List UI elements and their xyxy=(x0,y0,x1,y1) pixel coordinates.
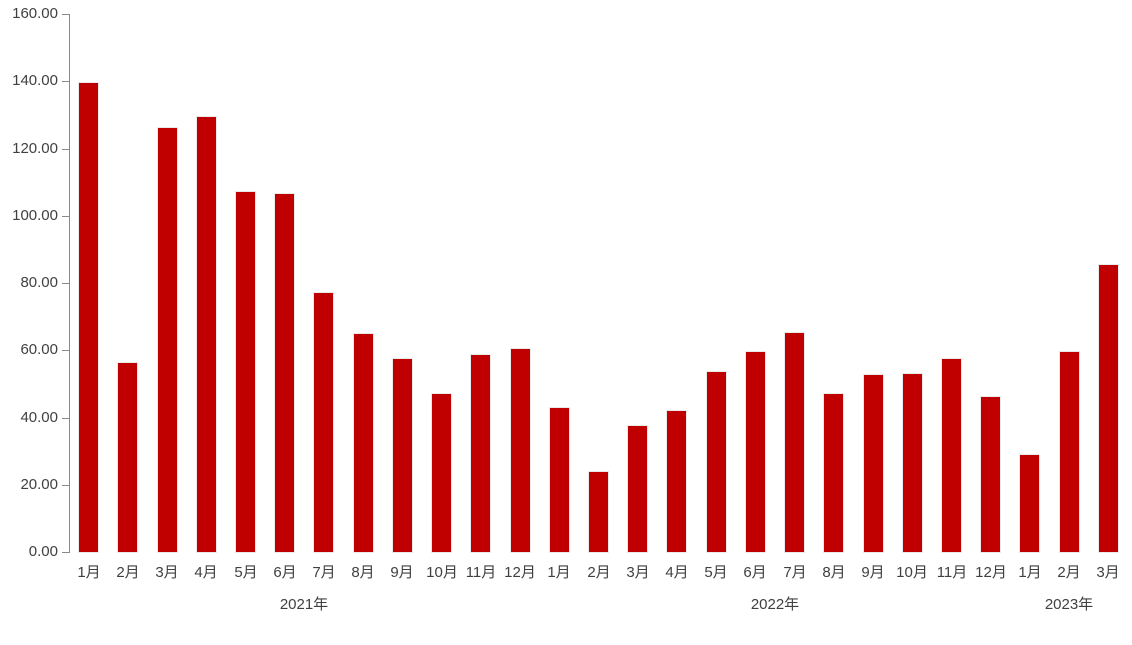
y-tick-label: 120.00 xyxy=(12,140,58,157)
bar xyxy=(707,372,726,552)
y-tick-label: 160.00 xyxy=(12,5,58,22)
x-tick-label: 6月 xyxy=(273,564,297,581)
x-tick-label: 5月 xyxy=(234,564,258,581)
y-tick-mark xyxy=(62,418,69,419)
x-tick-label: 2月 xyxy=(1057,564,1081,581)
y-tick-mark xyxy=(62,485,69,486)
x-tick-label: 3月 xyxy=(1096,564,1120,581)
x-tick-label: 2月 xyxy=(587,564,611,581)
bar xyxy=(432,394,451,552)
bar xyxy=(236,192,255,552)
bar xyxy=(981,397,1000,552)
x-tick-label: 3月 xyxy=(626,564,650,581)
x-tick-label: 4月 xyxy=(665,564,689,581)
x-tick-label: 5月 xyxy=(704,564,728,581)
y-tick-label: 60.00 xyxy=(20,341,58,358)
x-tick-label: 11月 xyxy=(465,564,497,581)
x-tick-label: 1月 xyxy=(1018,564,1042,581)
bar xyxy=(628,426,647,552)
y-tick-label: 80.00 xyxy=(20,274,58,291)
y-tick-mark xyxy=(62,283,69,284)
y-tick-mark xyxy=(62,350,69,351)
bar xyxy=(1060,352,1079,552)
y-tick-mark xyxy=(62,81,69,82)
x-tick-label: 1月 xyxy=(77,564,101,581)
x-tick-label: 9月 xyxy=(861,564,885,581)
bar xyxy=(864,375,883,552)
bar xyxy=(785,333,804,552)
y-tick-mark xyxy=(62,552,69,553)
y-tick-label: 0.00 xyxy=(28,543,58,560)
bar xyxy=(746,352,765,552)
bar xyxy=(589,472,608,552)
x-tick-label: 3月 xyxy=(155,564,179,581)
y-tick-label: 140.00 xyxy=(12,72,58,89)
x-tick-label: 10月 xyxy=(426,564,458,581)
x-tick-label: 7月 xyxy=(312,564,336,581)
x-tick-label: 7月 xyxy=(783,564,807,581)
y-tick-mark xyxy=(62,149,69,150)
bar xyxy=(79,83,98,552)
bar xyxy=(158,128,177,552)
x-tick-label: 12月 xyxy=(504,564,536,581)
bar xyxy=(118,363,137,552)
y-tick-mark xyxy=(62,14,69,15)
x-tick-label: 8月 xyxy=(351,564,375,581)
bar xyxy=(942,359,961,552)
bar xyxy=(1020,455,1039,552)
y-tick-label: 20.00 xyxy=(20,476,58,493)
year-label: 2022年 xyxy=(750,596,800,613)
bar xyxy=(667,411,686,552)
bar xyxy=(471,355,490,552)
bar xyxy=(393,359,412,552)
bar xyxy=(1099,265,1118,552)
x-tick-label: 4月 xyxy=(194,564,218,581)
bar xyxy=(197,117,216,552)
y-tick-label: 40.00 xyxy=(20,409,58,426)
x-tick-label: 1月 xyxy=(547,564,571,581)
bar xyxy=(354,334,373,552)
x-tick-label: 8月 xyxy=(822,564,846,581)
x-tick-label: 6月 xyxy=(743,564,767,581)
x-tick-label: 9月 xyxy=(390,564,414,581)
x-tick-label: 10月 xyxy=(896,564,928,581)
bar xyxy=(550,408,569,552)
x-tick-label: 11月 xyxy=(936,564,968,581)
y-tick-mark xyxy=(62,216,69,217)
y-axis-line xyxy=(69,14,70,553)
bar xyxy=(314,293,333,552)
year-label: 2021年 xyxy=(279,596,329,613)
x-tick-label: 12月 xyxy=(975,564,1007,581)
y-tick-label: 100.00 xyxy=(12,207,58,224)
x-tick-label: 2月 xyxy=(116,564,140,581)
bar xyxy=(903,374,922,552)
bar xyxy=(275,194,294,552)
bar xyxy=(824,394,843,552)
bar xyxy=(511,349,530,552)
year-label: 2023年 xyxy=(1044,596,1094,613)
